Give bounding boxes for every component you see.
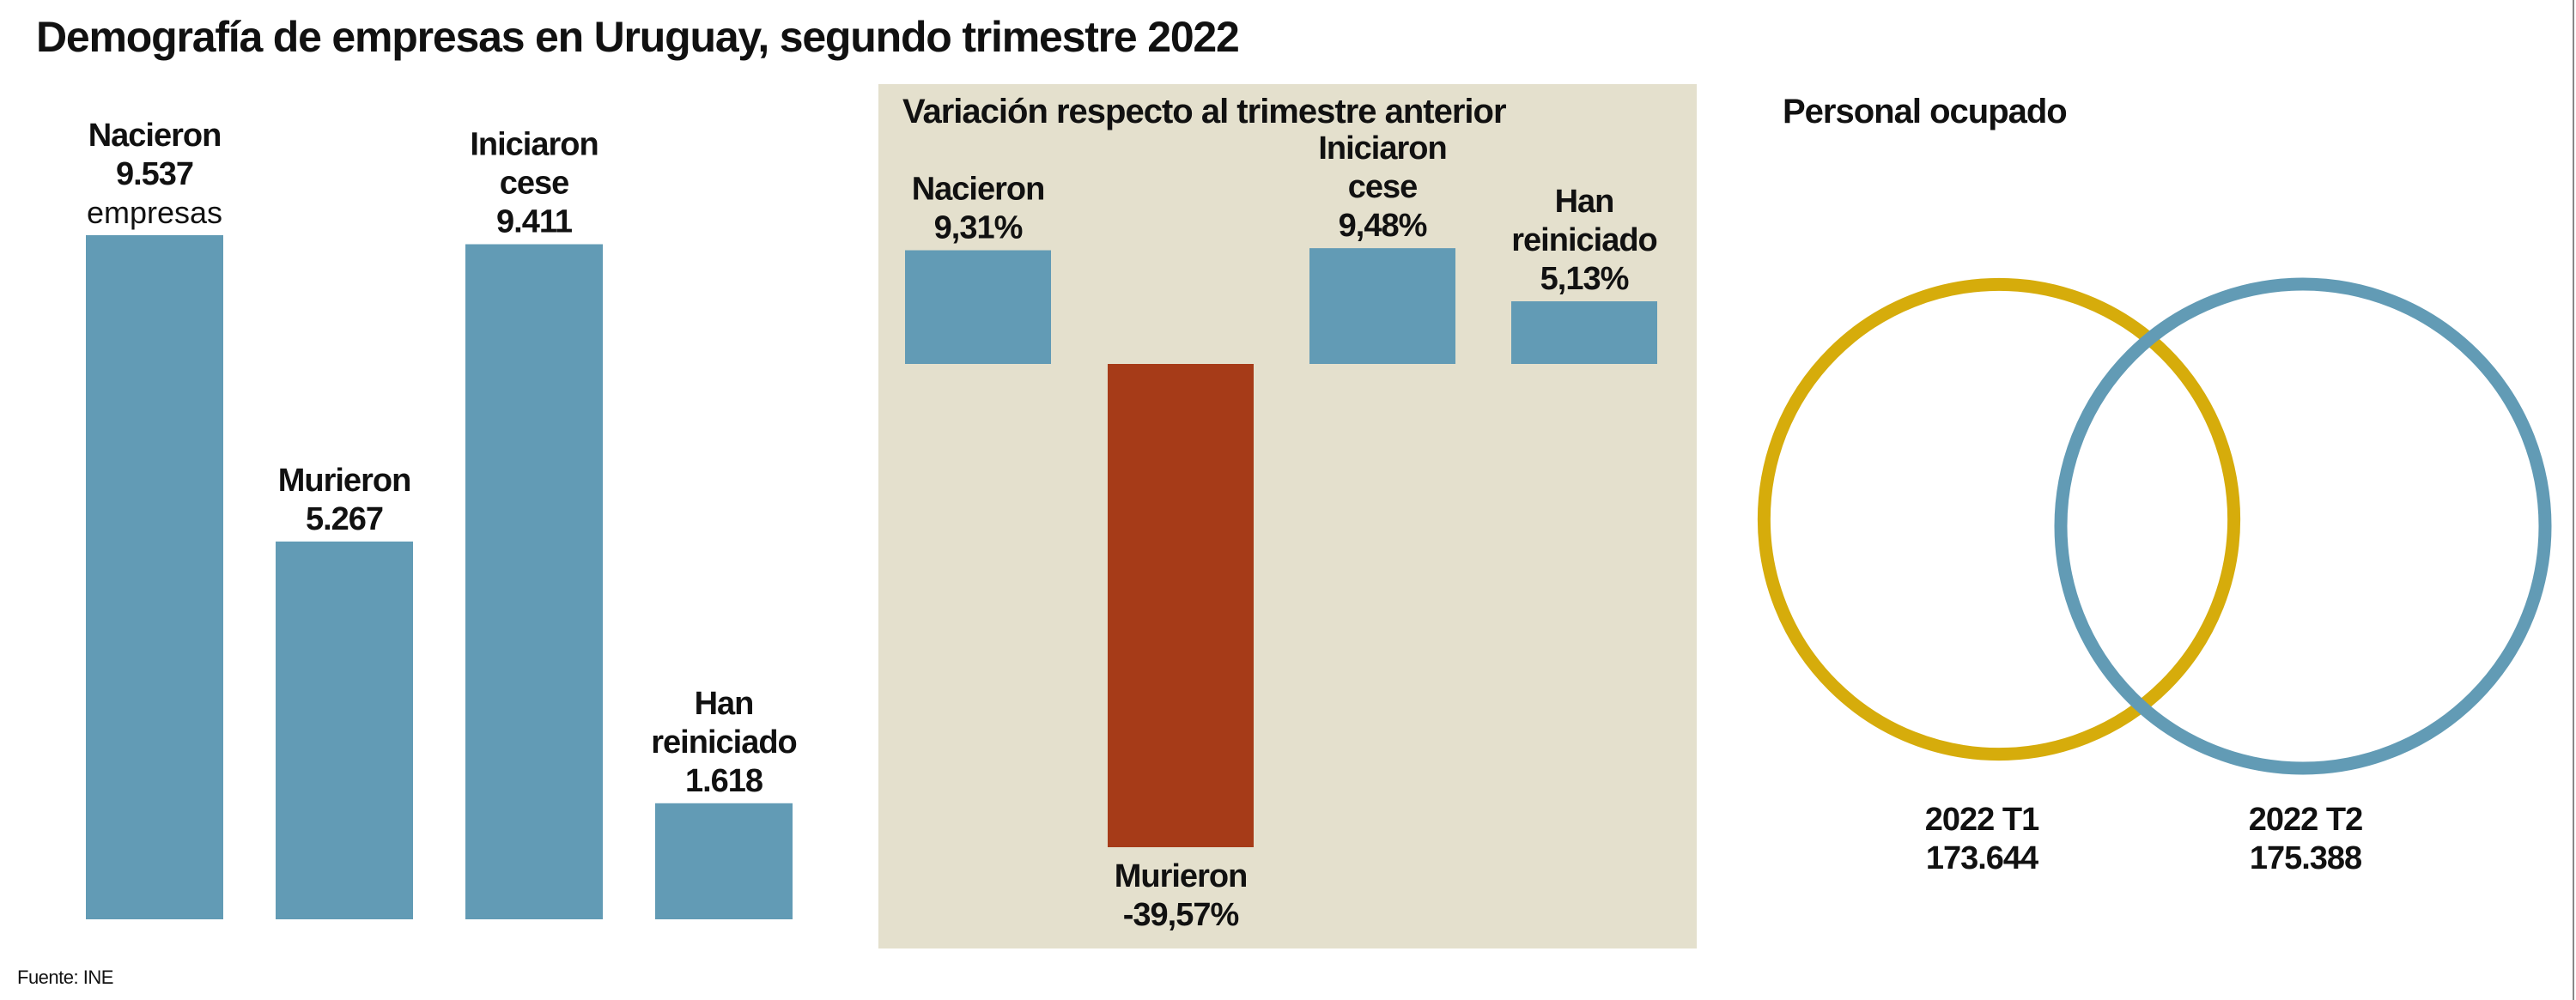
- bar-han-reiniciado: [655, 803, 793, 919]
- right-border: [2573, 0, 2574, 1000]
- bar-category-label: cese: [500, 166, 569, 202]
- bar-murieron: [276, 541, 413, 919]
- bar-unit-label: empresas: [87, 195, 222, 230]
- variation-category-label: Iniciaron: [1318, 130, 1446, 167]
- bar-iniciaron-cese: [465, 244, 603, 919]
- variation-bar-han-reiniciado: [1511, 301, 1657, 364]
- variation-category-label: Nacieron: [912, 172, 1045, 208]
- bar-value-label: 1.618: [685, 763, 762, 799]
- variation-panel-bg: [878, 84, 1697, 948]
- bar-category-label: Iniciaron: [470, 127, 598, 163]
- bar-value-label: 9.411: [496, 204, 573, 240]
- circle-period-label: 2022 T2: [2249, 802, 2362, 838]
- variation-category-label: reiniciado: [1511, 222, 1657, 258]
- variation-category-label: Murieron: [1115, 858, 1248, 894]
- variation-value-label: 9,31%: [934, 210, 1023, 246]
- bar-category-label: Murieron: [278, 463, 411, 499]
- variation-category-label: cese: [1348, 169, 1418, 205]
- page-title: Demografía de empresas en Uruguay, segun…: [36, 13, 1240, 61]
- variation-bar-murieron: [1108, 364, 1254, 847]
- bar-nacieron: [86, 235, 223, 919]
- bar-value-label: 5.267: [306, 501, 383, 537]
- circle-2022-t1: [1757, 277, 2241, 761]
- circle-value-label: 173.644: [1926, 840, 2038, 876]
- circle-2022-t2: [2054, 277, 2552, 775]
- bar-value-label: 9.537: [116, 156, 193, 192]
- circle-value-label: 175.388: [2250, 840, 2361, 876]
- bar-category-label: reiniciado: [651, 724, 797, 761]
- variation-chart-title: Variación respecto al trimestre anterior: [902, 93, 1506, 130]
- bar-category-label: Nacieron: [88, 118, 222, 154]
- source-note: Fuente: INE: [17, 967, 113, 988]
- variation-bar-nacieron: [905, 250, 1051, 364]
- employed-chart-title: Personal ocupado: [1783, 93, 2067, 130]
- bar-category-label: Han: [695, 686, 754, 722]
- variation-category-label: Han: [1555, 184, 1614, 220]
- circle-period-label: 2022 T1: [1925, 802, 2039, 838]
- variation-bar-iniciaron-cese: [1309, 248, 1455, 364]
- variation-value-label: 9,48%: [1339, 208, 1427, 244]
- variation-value-label: 5,13%: [1540, 261, 1629, 297]
- variation-bar-chart: Variación respecto al trimestre anterior…: [878, 84, 1697, 948]
- variation-value-label: -39,57%: [1123, 897, 1239, 933]
